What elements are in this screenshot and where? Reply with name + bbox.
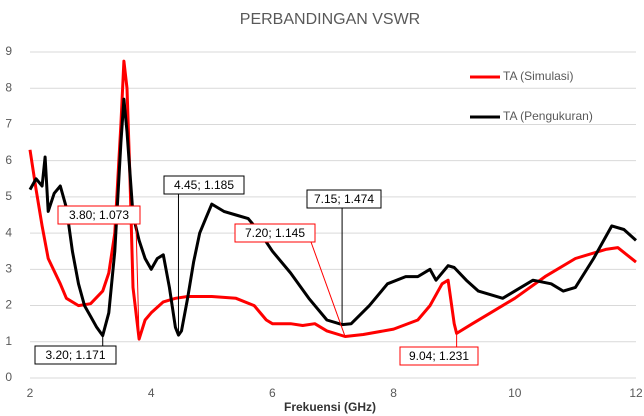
x-tick-label: 2 xyxy=(27,386,34,400)
y-tick-label: 2 xyxy=(5,298,12,312)
y-tick-label: 1 xyxy=(5,334,12,348)
y-tick-label: 9 xyxy=(5,44,12,58)
annotation-label: 4.45; 1.185 xyxy=(174,178,234,192)
annotation-leader xyxy=(135,223,140,340)
x-tick-label: 4 xyxy=(148,386,155,400)
legend-label: TA (Pengukuran) xyxy=(503,109,593,123)
annotation-box xyxy=(399,346,479,366)
annotation-label: 7.15; 1.474 xyxy=(314,192,374,206)
x-tick-label: 8 xyxy=(390,386,397,400)
line-series xyxy=(28,97,638,338)
annotation-label: 3.80; 1.073 xyxy=(69,208,129,222)
x-tick-label: 6 xyxy=(269,386,276,400)
y-tick-label: 8 xyxy=(5,80,12,94)
annotation-leader xyxy=(310,241,346,337)
annotation-box xyxy=(306,189,382,209)
legend-label: TA (Simulasi) xyxy=(503,69,573,83)
y-tick-label: 0 xyxy=(5,370,12,384)
annotation-label: 7.20; 1.145 xyxy=(245,226,305,240)
chart-title: PERBANDINGAN VSWR xyxy=(240,11,420,28)
x-tick-label: 12 xyxy=(629,386,643,400)
annotation-label: 9.04; 1.231 xyxy=(409,349,469,363)
y-tick-label: 3 xyxy=(5,262,12,276)
y-tick-label: 7 xyxy=(5,117,12,131)
line-series xyxy=(28,59,637,341)
y-tick-label: 4 xyxy=(5,225,12,239)
annotation-box xyxy=(234,223,316,243)
annotation-box xyxy=(163,175,245,195)
x-axis-label: Frekuensi (GHz) xyxy=(284,400,376,414)
x-tick-label: 10 xyxy=(508,386,522,400)
annotation-box xyxy=(34,345,117,365)
y-tick-label: 6 xyxy=(5,153,12,167)
y-tick-label: 5 xyxy=(5,189,12,203)
annotation-box xyxy=(57,205,141,225)
annotation-label: 3.20; 1.171 xyxy=(45,348,105,362)
